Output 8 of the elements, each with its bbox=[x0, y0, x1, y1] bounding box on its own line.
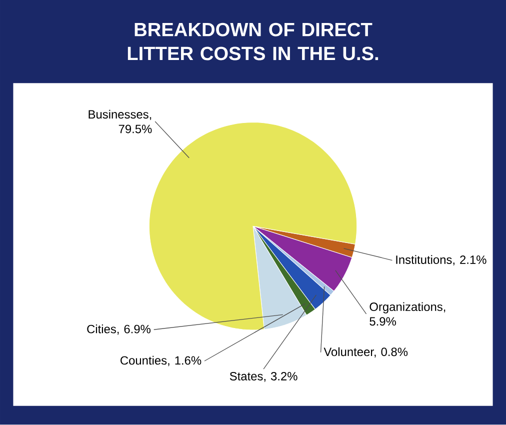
slice-label: Organizations, 5.9% bbox=[370, 302, 446, 326]
slice-label: States, 3.2% bbox=[230, 372, 298, 382]
slice-label: Volunteer, 0.8% bbox=[324, 347, 408, 358]
slice-label: Businesses, 79.5% bbox=[88, 110, 152, 134]
slice-label: Counties, 1.6% bbox=[120, 356, 202, 366]
slice-label: Institutions, 2.1% bbox=[396, 255, 486, 266]
chart-title: BREAKDOWN OF DIRECT LITTER COSTS IN THE U.S. bbox=[128, 22, 378, 60]
slice-label: Cities, 6.9% bbox=[87, 324, 151, 335]
